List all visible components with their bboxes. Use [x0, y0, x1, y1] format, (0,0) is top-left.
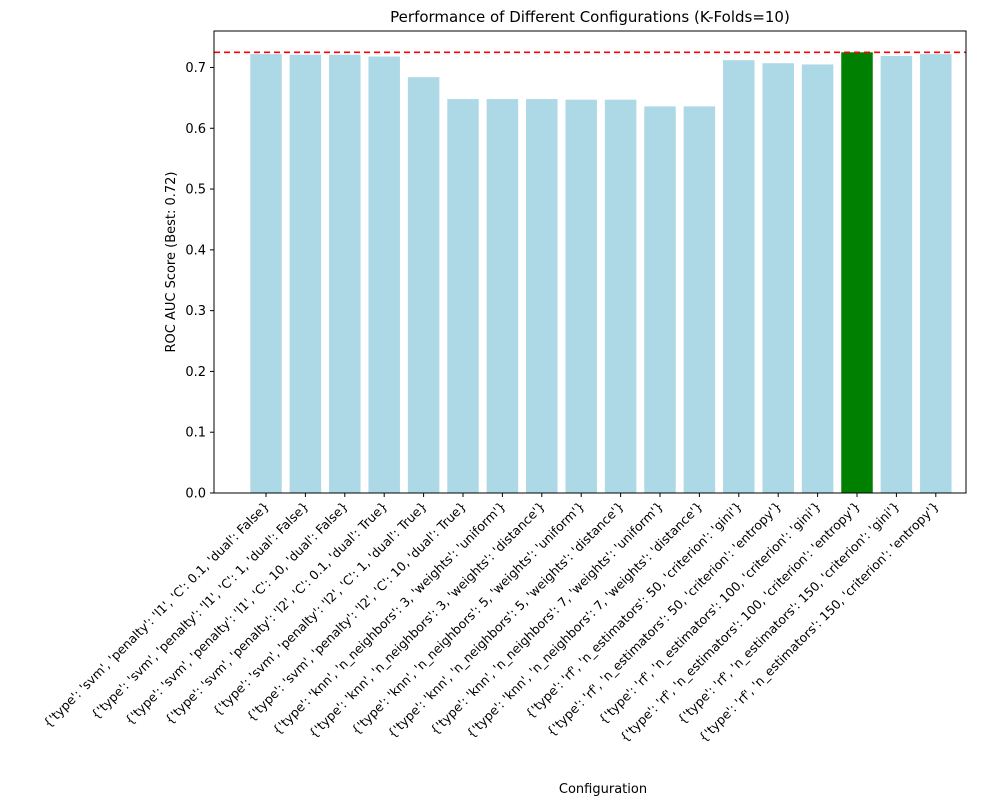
y-tick-label: 0.6 — [185, 122, 206, 137]
bar — [801, 64, 834, 494]
bar — [880, 55, 913, 494]
y-tick-label: 0.4 — [185, 243, 206, 258]
y-tick-label: 0.3 — [185, 304, 206, 319]
bar — [604, 99, 637, 493]
bar — [407, 77, 440, 493]
y-tick-label: 0.1 — [185, 426, 206, 441]
bar — [526, 99, 558, 493]
bar — [447, 99, 479, 493]
bar — [565, 99, 597, 493]
bar — [683, 106, 716, 493]
bar — [368, 56, 400, 493]
bars-group — [250, 52, 952, 494]
x-axis: {'type': 'svm', 'penalty': 'l1', 'C': 0.… — [40, 493, 942, 745]
y-axis: 0.0 0.1 0.2 0.3 0.4 0.5 0.6 0.7 — [185, 61, 214, 502]
bar — [486, 99, 519, 493]
y-tick-label: 0.5 — [185, 183, 206, 198]
bar — [250, 54, 282, 493]
y-axis-label: ROC AUC Score (Best: 0.72) — [164, 171, 179, 352]
bar — [644, 106, 676, 493]
y-tick-label: 0.2 — [185, 365, 206, 380]
bar — [329, 54, 361, 494]
chart-title: Performance of Different Configurations … — [390, 8, 790, 26]
plot-area-frame — [213, 30, 967, 494]
x-axis-label: Configuration — [559, 782, 647, 797]
y-tick-label: 0.0 — [185, 487, 206, 502]
y-tick-label: 0.7 — [185, 61, 206, 76]
bar — [723, 60, 755, 494]
bar — [289, 54, 322, 494]
bar — [762, 63, 794, 493]
best-bar — [841, 52, 873, 493]
bar — [920, 54, 952, 493]
